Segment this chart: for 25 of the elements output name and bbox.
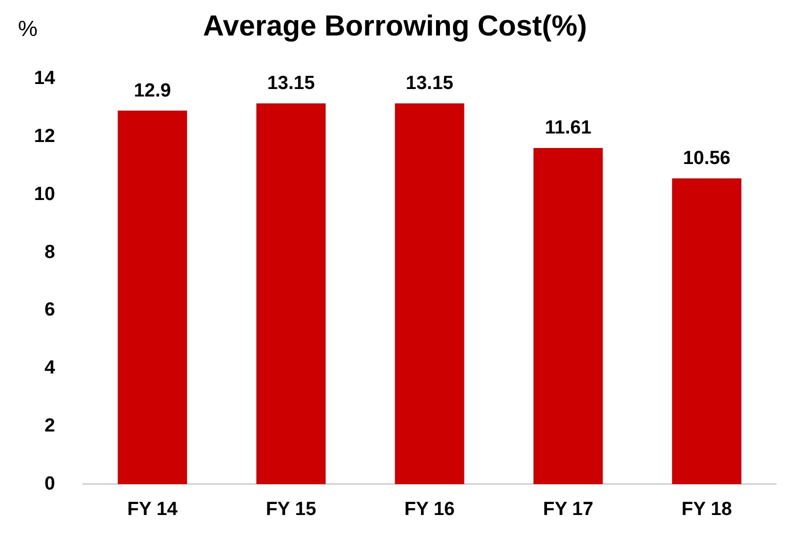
bar (533, 148, 603, 484)
data-label: 11.61 (544, 118, 592, 139)
data-label: 13.15 (406, 73, 454, 94)
y-tick-label: 6 (44, 300, 56, 321)
data-label: 12.9 (134, 80, 171, 102)
y-tick-label: 12 (34, 126, 56, 147)
data-label: 13.15 (267, 73, 316, 94)
data-label: 10.56 (682, 148, 730, 170)
x-tick-label: FY 17 (542, 498, 594, 520)
bar (256, 103, 326, 484)
x-tick-label: FY 18 (682, 498, 732, 520)
bar (672, 178, 742, 484)
y-tick-label: 4 (44, 358, 56, 379)
bar (118, 110, 188, 484)
y-tick-label: 14 (34, 68, 56, 90)
y-tick-label: 0 (44, 473, 56, 494)
bar (394, 103, 464, 484)
y-axis-title: % (18, 16, 38, 42)
y-tick-label: 8 (44, 242, 56, 263)
x-tick-label: FY 16 (404, 498, 455, 520)
y-tick-label: 2 (44, 416, 56, 437)
chart-title: Average Borrowing Cost(%) (202, 10, 588, 42)
x-tick-label: FY 15 (266, 498, 317, 520)
x-tick-label: FY 14 (127, 498, 178, 520)
y-tick-label: 10 (34, 184, 56, 205)
